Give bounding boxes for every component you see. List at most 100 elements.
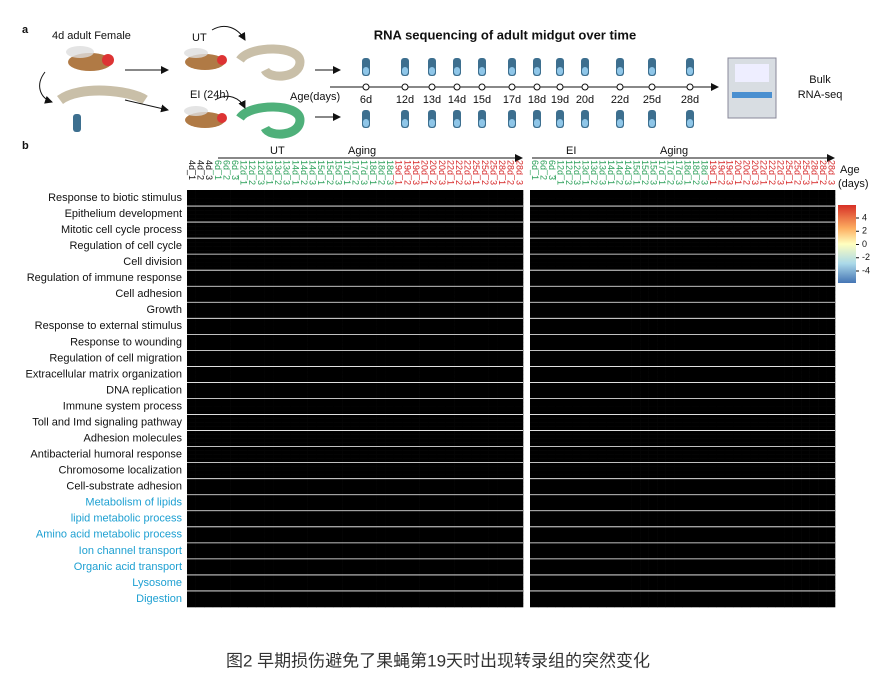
heatmap-cell <box>436 330 446 335</box>
heatmap-cell <box>342 566 351 572</box>
heatmap-cell <box>204 358 214 363</box>
heatmap-cell <box>264 470 274 475</box>
heatmap-cell <box>342 430 351 435</box>
heatmap-cell <box>488 330 498 335</box>
heatmap-cell <box>281 470 291 475</box>
heatmap-cell <box>350 354 360 359</box>
heatmap-cell <box>385 414 395 419</box>
heatmap-cell <box>589 418 599 423</box>
heatmap-cell <box>307 494 317 500</box>
heatmap-cell <box>307 538 317 544</box>
heatmap-cell <box>546 562 556 568</box>
heatmap-cell <box>454 434 463 439</box>
heatmap-cell <box>264 482 274 488</box>
heatmap-cell <box>255 546 265 552</box>
tube-fill <box>582 67 588 75</box>
heatmap-cell <box>546 242 556 247</box>
heatmap-cell <box>563 334 573 339</box>
heatmap-cell <box>530 546 539 552</box>
heatmap-cell <box>255 190 265 195</box>
heatmap-cell <box>342 218 351 223</box>
heatmap-cell <box>367 434 377 439</box>
heatmap-cell <box>290 458 300 463</box>
heatmap-cell <box>316 362 326 367</box>
heatmap-cell <box>273 298 283 303</box>
heatmap-cell <box>538 590 548 596</box>
heatmap-cell <box>580 586 590 592</box>
heatmap-cell <box>402 254 412 259</box>
heatmap-cell <box>454 286 463 291</box>
heatmap-cell <box>428 274 438 279</box>
heatmap-cell <box>195 470 205 475</box>
heatmap-cell <box>195 442 205 447</box>
heatmap-cell <box>350 306 360 311</box>
heatmap-cell <box>247 474 257 479</box>
heatmap-cell <box>563 406 573 411</box>
heatmap-cell <box>350 422 360 427</box>
heatmap-cell <box>497 410 507 415</box>
heatmap-cell <box>419 582 429 588</box>
heatmap-cell <box>563 386 573 391</box>
heatmap-cell <box>333 330 343 335</box>
heatmap-cell <box>367 234 377 239</box>
heatmap-cell <box>281 598 291 604</box>
heatmap-cell <box>530 358 539 363</box>
heatmap-cell <box>436 334 446 339</box>
heatmap-cell <box>402 322 412 327</box>
heatmap-cell <box>580 458 590 463</box>
heatmap-cell <box>299 374 308 379</box>
heatmap-cell <box>324 526 334 532</box>
heatmap-cell <box>505 422 515 427</box>
heatmap-cell <box>436 262 446 267</box>
heatmap-cell <box>589 278 599 283</box>
heatmap-cell <box>212 506 222 512</box>
heatmap-cell <box>342 506 351 512</box>
heatmap-cell <box>290 382 300 387</box>
heatmap-cell <box>187 602 196 608</box>
heatmap-cell <box>367 330 377 335</box>
heatmap-cell <box>428 582 438 588</box>
heatmap-cell <box>299 442 308 447</box>
heatmap-cell <box>307 238 317 243</box>
heatmap-cell <box>546 262 556 267</box>
heatmap-cell <box>505 218 515 223</box>
heatmap-cell <box>221 590 231 596</box>
heatmap-cell <box>342 246 351 251</box>
heatmap-cell <box>572 338 582 343</box>
heatmap-cell <box>187 522 196 528</box>
heatmap-cell <box>187 562 196 568</box>
heatmap-cell <box>187 426 196 431</box>
heatmap-cell <box>342 286 351 291</box>
heatmap-cell <box>376 334 386 339</box>
heatmap-cell <box>290 378 300 383</box>
heatmap-cell <box>307 554 317 560</box>
heatmap-cell <box>445 190 455 195</box>
heatmap-cell <box>436 222 446 227</box>
heatmap-cell <box>445 498 455 504</box>
heatmap-cell <box>359 466 369 471</box>
heatmap-cell <box>359 430 369 435</box>
heatmap-cell <box>264 374 274 379</box>
heatmap-cell <box>367 562 377 568</box>
heatmap-cell <box>238 490 248 496</box>
heatmap-cell <box>555 358 565 363</box>
heatmap-cell <box>264 454 274 459</box>
heatmap-cell <box>462 226 472 231</box>
heatmap-cell <box>273 310 283 315</box>
heatmap-cell <box>428 566 438 572</box>
heatmap-cell <box>264 562 274 568</box>
heatmap-cell <box>445 218 455 223</box>
heatmap-cell <box>419 246 429 251</box>
heatmap-cell <box>350 482 360 488</box>
heatmap-cell <box>505 358 515 363</box>
heatmap-cell <box>385 362 395 367</box>
heatmap-cell <box>195 194 205 199</box>
heatmap-cell <box>212 406 222 411</box>
heatmap-cell <box>376 538 386 544</box>
heatmap-cell <box>212 274 222 279</box>
heatmap-cell <box>393 306 403 311</box>
heatmap-cell <box>555 406 565 411</box>
heatmap-cell <box>350 418 360 423</box>
heatmap-cell <box>471 554 481 560</box>
heatmap-cell <box>350 410 360 415</box>
